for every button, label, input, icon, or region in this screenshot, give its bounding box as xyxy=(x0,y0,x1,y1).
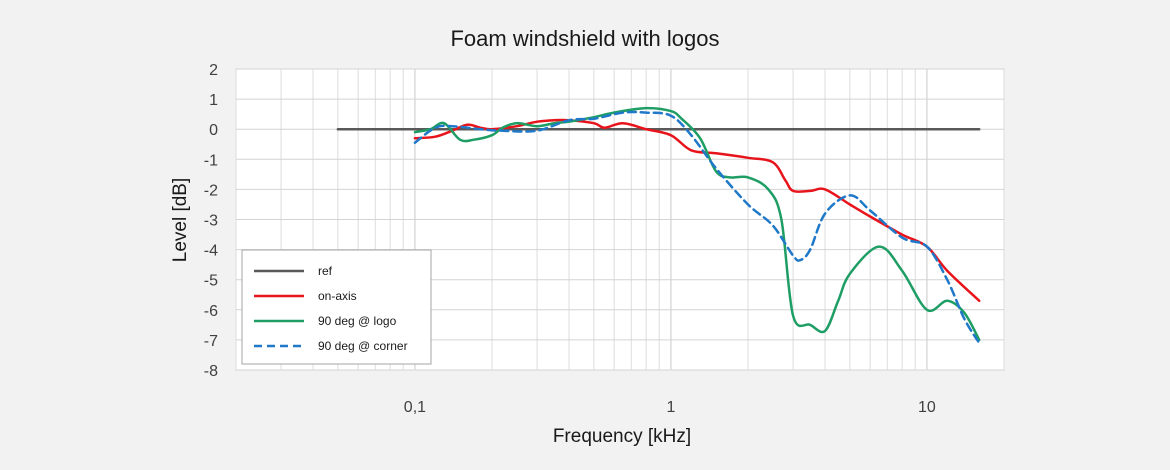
y-tick-label: -8 xyxy=(204,363,218,380)
y-tick-label: -4 xyxy=(204,243,218,260)
x-tick-label: 1 xyxy=(666,399,675,416)
y-tick-label: -5 xyxy=(204,273,218,290)
x-tick-label: 10 xyxy=(918,399,936,416)
legend: ref on-axis 90 deg @ logo 90 deg @ corner xyxy=(241,249,432,365)
y-tick-label: -2 xyxy=(204,182,218,199)
chart-title: Foam windshield with logos xyxy=(450,26,719,51)
x-tick-labels: 0,1 1 10 xyxy=(404,399,936,416)
legend-label-0: ref xyxy=(318,264,333,278)
series-line-2 xyxy=(413,106,981,342)
y-tick-label: 0 xyxy=(209,122,218,139)
y-axis-title: Level [dB] xyxy=(170,178,191,263)
x-axis-title: Frequency [kHz] xyxy=(553,426,691,447)
series-line-3 xyxy=(413,110,981,345)
y-tick-label: 2 xyxy=(209,62,218,79)
y-tick-label: -7 xyxy=(204,333,218,350)
x-tick-label: 0,1 xyxy=(404,399,426,416)
legend-label-1: on-axis xyxy=(318,289,357,303)
legend-label-3: 90 deg @ corner xyxy=(318,339,408,353)
y-tick-label: -3 xyxy=(204,213,218,230)
series-lines xyxy=(336,106,981,345)
y-tick-label: -1 xyxy=(204,152,218,169)
legend-label-2: 90 deg @ logo xyxy=(318,314,397,328)
y-tick-labels: 2 1 0 -1 -2 -3 -4 -5 -6 -7 -8 xyxy=(204,62,218,380)
y-tick-label: 1 xyxy=(209,92,218,109)
y-tick-label: -6 xyxy=(204,303,218,320)
